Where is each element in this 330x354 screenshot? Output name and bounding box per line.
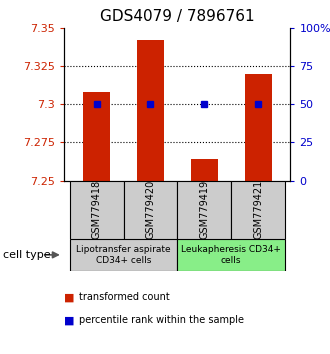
Text: ■: ■ xyxy=(64,315,75,325)
Bar xyxy=(191,159,218,181)
Bar xyxy=(123,181,177,239)
Bar xyxy=(177,181,231,239)
Text: Leukapheresis CD34+
cells: Leukapheresis CD34+ cells xyxy=(181,245,281,264)
Text: GSM779421: GSM779421 xyxy=(253,180,263,239)
Bar xyxy=(245,74,272,181)
Bar xyxy=(177,239,285,271)
Text: Lipotransfer aspirate
CD34+ cells: Lipotransfer aspirate CD34+ cells xyxy=(76,245,171,264)
Text: cell type: cell type xyxy=(3,250,51,260)
Text: percentile rank within the sample: percentile rank within the sample xyxy=(79,315,244,325)
Title: GDS4079 / 7896761: GDS4079 / 7896761 xyxy=(100,9,255,24)
Bar xyxy=(70,239,177,271)
Text: transformed count: transformed count xyxy=(79,292,170,302)
Bar xyxy=(137,40,164,181)
Bar xyxy=(83,92,110,181)
Text: GSM779420: GSM779420 xyxy=(146,180,155,239)
Text: ■: ■ xyxy=(64,292,75,302)
Bar xyxy=(231,181,285,239)
Text: GSM779419: GSM779419 xyxy=(199,180,209,239)
Text: GSM779418: GSM779418 xyxy=(92,180,102,239)
Bar xyxy=(70,181,123,239)
